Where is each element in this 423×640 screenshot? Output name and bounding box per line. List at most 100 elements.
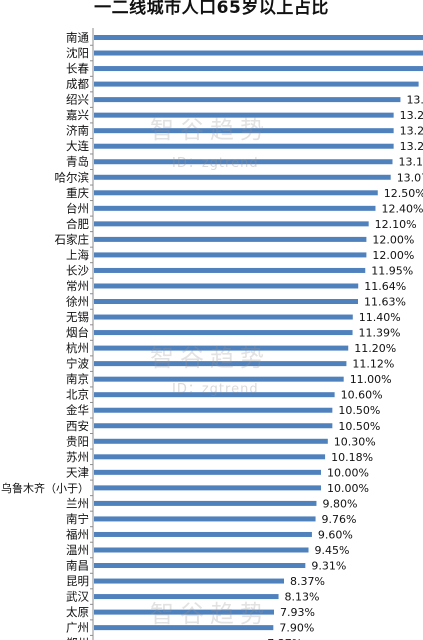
bar [94, 330, 353, 336]
category-label: 嘉兴 [66, 108, 89, 122]
bar [94, 299, 359, 305]
category-label: 重庆 [66, 186, 89, 200]
bar [94, 392, 335, 398]
data-label: 13.15% [399, 156, 423, 169]
category-label: 烟台 [66, 326, 89, 340]
data-label: 12.10% [375, 218, 417, 231]
category-label: 青岛 [66, 155, 89, 169]
category-label: 天津 [66, 465, 89, 479]
category-label: 南宁 [66, 512, 89, 526]
data-label: 10.30% [334, 435, 376, 448]
bar [94, 454, 326, 460]
bar [94, 361, 347, 367]
data-label: 12.00% [372, 233, 414, 246]
data-label: 8.37% [290, 575, 325, 588]
bar [94, 221, 369, 227]
data-label: 10.50% [338, 404, 380, 417]
bar [94, 283, 359, 289]
category-label: 徐州 [66, 295, 89, 309]
category-label: 太原 [66, 605, 89, 619]
category-label: 济南 [66, 124, 89, 138]
category-label: 温州 [66, 543, 89, 557]
data-label: 11.40% [359, 311, 401, 324]
data-label: 9.60% [318, 528, 353, 541]
category-label: 常州 [66, 279, 89, 293]
bar [94, 469, 321, 475]
bar [94, 578, 284, 584]
bar [94, 50, 423, 56]
data-label: 12.50% [384, 187, 423, 200]
data-label: 11.95% [371, 264, 413, 277]
bar [94, 236, 367, 242]
category-label: 郑州 [66, 636, 89, 640]
bar [94, 423, 333, 429]
category-label: 武汉 [66, 590, 89, 604]
data-label: 13.20% [400, 109, 423, 122]
category-label: 南昌 [66, 559, 89, 573]
category-label: 哈尔滨 [55, 170, 90, 184]
category-label: 贵阳 [66, 434, 89, 448]
category-label: 无锡 [66, 310, 89, 324]
bar [94, 438, 328, 444]
category-label: 苏州 [66, 450, 89, 464]
data-label: 9.45% [315, 544, 350, 557]
data-label: 13.07% [397, 171, 423, 184]
bar [94, 500, 317, 506]
bar [94, 563, 306, 569]
data-label: 11.12% [352, 358, 394, 371]
bar [94, 314, 353, 320]
bar [94, 190, 378, 196]
data-label: 10.60% [341, 389, 383, 402]
category-label: 乌鲁木齐（小于） [1, 481, 89, 495]
bar [94, 376, 344, 382]
chart-title: 一二线城市人口65岁以上占比 [94, 0, 329, 18]
bar [94, 159, 393, 165]
category-label: 长春 [66, 62, 89, 76]
bar [94, 97, 401, 103]
bar [94, 143, 394, 149]
category-label: 杭州 [66, 341, 89, 355]
bar [94, 252, 367, 258]
bar [94, 205, 376, 211]
category-label: 昆明 [66, 574, 89, 588]
data-label: 9.76% [322, 513, 357, 526]
bar [94, 485, 321, 491]
category-label: 南通 [66, 31, 89, 45]
bar [94, 625, 274, 631]
category-label: 大连 [66, 139, 89, 153]
category-label: 绍兴 [66, 93, 89, 107]
data-label: 11.20% [354, 342, 396, 355]
category-label: 石家庄 [55, 232, 90, 246]
data-label: 11.39% [359, 327, 401, 340]
category-label: 宁波 [66, 357, 89, 371]
category-label: 台州 [66, 201, 89, 215]
bar [94, 128, 394, 134]
category-label: 长沙 [66, 263, 89, 277]
data-label: 10.50% [338, 420, 380, 433]
bar [94, 594, 279, 600]
data-label: 12.40% [381, 202, 423, 215]
data-label: 12.00% [372, 249, 414, 262]
category-label: 金华 [66, 403, 89, 417]
category-label: 合肥 [66, 217, 89, 231]
bar [94, 345, 349, 351]
category-label: 南京 [66, 372, 89, 386]
bar [94, 35, 423, 40]
data-label: 7.90% [279, 622, 314, 635]
data-label: 10.00% [327, 466, 369, 479]
data-label: 9.80% [322, 497, 357, 510]
bar [94, 267, 366, 273]
data-label: 8.13% [285, 591, 320, 604]
category-label: 北京 [66, 388, 89, 402]
data-label: 10.00% [327, 482, 369, 495]
bar [94, 516, 316, 522]
bar [94, 174, 391, 180]
bar [94, 547, 309, 553]
bar [94, 81, 419, 87]
category-label: 福州 [66, 527, 89, 541]
data-label: 7.37% [267, 637, 302, 640]
category-label: 西安 [66, 419, 89, 433]
data-label: 7.93% [280, 606, 315, 619]
data-label: 9.31% [311, 560, 346, 573]
data-label: 11.63% [364, 296, 406, 309]
